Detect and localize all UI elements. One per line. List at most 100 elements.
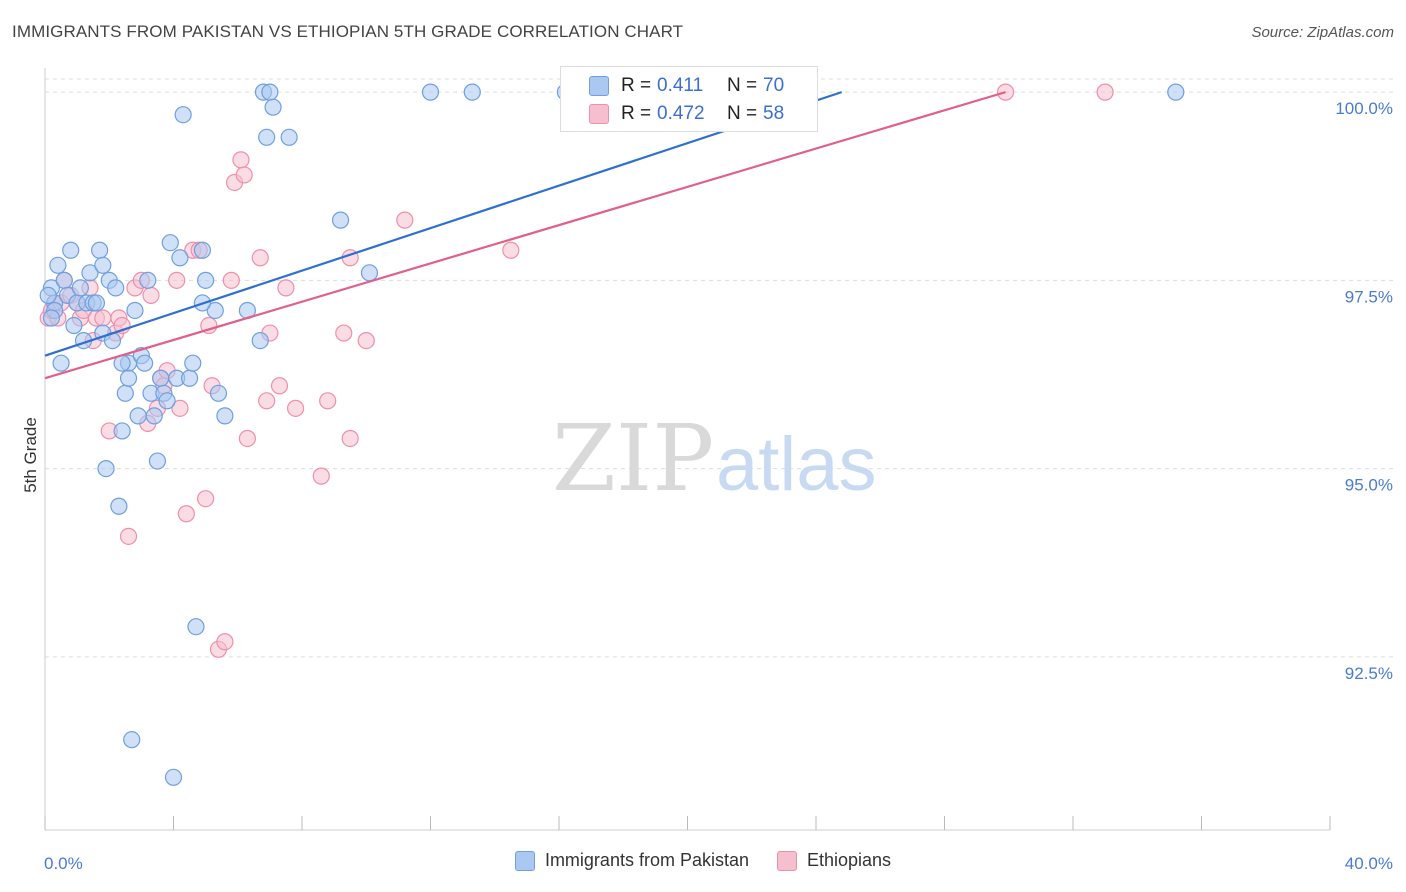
stats-n-label: N = (727, 103, 758, 124)
pakistan-point (1167, 83, 1185, 101)
pakistan-point (119, 369, 138, 387)
y-tick-label: 92.5% (1345, 664, 1393, 683)
stats-row-ethiopians: R = 0.472 N = 58 (561, 99, 784, 129)
pakistan-point (180, 369, 199, 387)
pakistan-point (113, 422, 131, 440)
stats-n-label: N = (727, 75, 758, 96)
pakistan-point (206, 301, 224, 320)
pakistan-point (258, 128, 276, 146)
pakistan-point (62, 241, 80, 259)
legend-item-ethiopians[interactable]: Ethiopians (777, 850, 891, 871)
ethiopian-point (1096, 83, 1114, 101)
pakistan-points (39, 83, 1185, 786)
stats-r-label: R = (621, 75, 652, 96)
pakistan-point (174, 106, 192, 124)
pakistan-point (171, 249, 189, 267)
y-tick-label: 97.5% (1345, 287, 1393, 306)
pakistan-point (184, 354, 202, 372)
pakistan-point (421, 83, 440, 101)
pakistan-point (360, 264, 379, 282)
ethiopian-point (235, 166, 253, 184)
pakistan-point (49, 256, 67, 274)
stats-n-value-pakistan: 70 (763, 75, 785, 96)
pakistan-point (261, 83, 279, 101)
pakistan-point (463, 83, 481, 101)
ethiopian-point (94, 309, 112, 327)
ethiopian-point (171, 399, 189, 417)
x-tick-label: 40.0% (1345, 854, 1393, 873)
pakistan-point (251, 331, 269, 350)
pakistan-point (331, 211, 350, 229)
x-tick-label: 0.0% (44, 854, 83, 873)
ethiopians-points (39, 83, 1114, 658)
chart-title: IMMIGRANTS FROM PAKISTAN VS ETHIOPIAN 5T… (12, 22, 684, 41)
stats-swatch-ethiopians (589, 104, 609, 124)
watermark-atlas: atlas (716, 422, 877, 507)
ethiopian-trend-line (44, 91, 1006, 380)
ethiopian-point (312, 467, 330, 485)
ethiopian-point (357, 331, 375, 350)
source-label: Source: ZipAtlas.com (1251, 24, 1394, 41)
grid-lines (45, 78, 1394, 658)
ethiopian-point (270, 377, 289, 395)
ethiopian-point (177, 505, 195, 523)
pakistan-point (81, 264, 99, 282)
pakistan-point (52, 354, 70, 372)
ethiopian-point (258, 392, 276, 410)
pakistan-trend-line (44, 91, 843, 357)
ethiopian-point (396, 211, 414, 229)
stats-r-value-ethiopians: 0.472 (657, 103, 705, 124)
pakistan-point (42, 309, 61, 327)
ethiopian-point (216, 633, 234, 651)
pakistan-point (97, 459, 115, 478)
pakistan-point (107, 279, 125, 297)
ethiopian-point (232, 151, 250, 169)
trend-lines (44, 91, 1006, 380)
ethiopian-point (119, 527, 138, 545)
pakistan-point (116, 384, 134, 402)
pakistan-point (126, 301, 144, 320)
stats-r-label: R = (621, 103, 652, 124)
pakistan-point (110, 497, 128, 515)
legend-swatch-pakistan (514, 850, 535, 871)
pakistan-point (91, 241, 109, 259)
ethiopian-point (335, 324, 353, 342)
ethiopian-point (319, 392, 337, 410)
pakistan-point (148, 452, 167, 470)
legend-item-pakistan[interactable]: Immigrants from Pakistan (514, 850, 749, 871)
pakistan-point (145, 407, 163, 425)
pakistan-point (135, 354, 154, 372)
pakistan-point (161, 234, 179, 252)
y-tick-label: 95.0% (1345, 476, 1393, 495)
pakistan-point (129, 407, 147, 425)
legend-swatch-ethiopians (777, 850, 797, 871)
legend-label-pakistan: Immigrants from Pakistan (544, 850, 749, 870)
ethiopian-point (142, 286, 160, 305)
pakistan-point (280, 128, 298, 146)
pakistan-point (71, 279, 89, 297)
ethiopian-point (168, 271, 186, 289)
stats-swatch-pakistan (589, 76, 609, 96)
stats-n-value-ethiopians: 58 (763, 103, 785, 124)
axes (44, 68, 1331, 831)
pakistan-point (87, 294, 106, 312)
pakistan-point (94, 256, 112, 274)
tick-labels: 92.5% 95.0% 97.5% 100.0% 0.0% 40.0% (44, 99, 1393, 873)
pakistan-point (65, 316, 83, 335)
pakistan-point (264, 98, 282, 116)
legend: Immigrants from Pakistan Ethiopians (0, 850, 1406, 871)
pakistan-point (55, 271, 73, 289)
pakistan-point (216, 407, 234, 425)
pakistan-point (187, 618, 205, 636)
ethiopian-point (238, 429, 256, 448)
y-axis-label: 5th Grade (21, 417, 40, 493)
y-tick-label: 100.0% (1335, 99, 1393, 118)
watermark-zip: ZIP (552, 405, 714, 512)
pakistan-point (123, 731, 141, 749)
ethiopian-point (277, 279, 295, 297)
pakistan-point (152, 369, 170, 387)
pakistan-point (164, 768, 183, 786)
ethiopian-point (286, 399, 305, 417)
pakistan-point (139, 271, 157, 289)
